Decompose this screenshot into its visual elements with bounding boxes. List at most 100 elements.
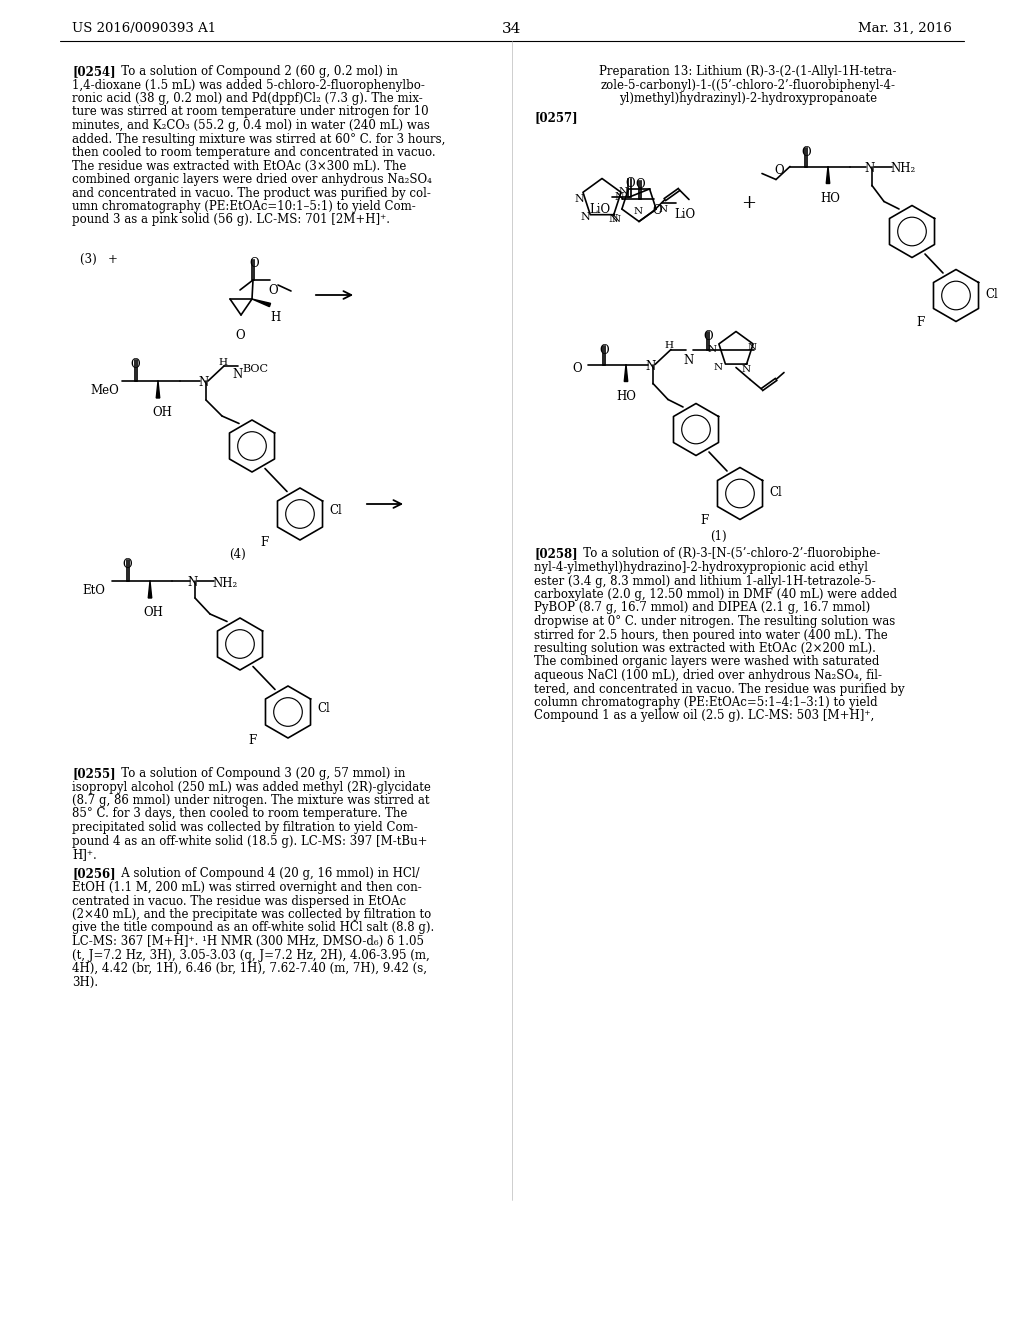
Text: LC-MS: 367 [M+H]⁺. ¹H NMR (300 MHz, DMSO-d₆) δ 1.05: LC-MS: 367 [M+H]⁺. ¹H NMR (300 MHz, DMSO…: [72, 935, 424, 948]
Text: PyBOP (8.7 g, 16.7 mmol) and DIPEA (2.1 g, 16.7 mmol): PyBOP (8.7 g, 16.7 mmol) and DIPEA (2.1 …: [534, 602, 870, 615]
Text: 1,4-dioxane (1.5 mL) was added 5-chloro-2-fluorophenylbo-: 1,4-dioxane (1.5 mL) was added 5-chloro-…: [72, 78, 425, 91]
Text: nyl-4-ylmethyl)hydrazino]-2-hydroxypropionic acid ethyl: nyl-4-ylmethyl)hydrazino]-2-hydroxypropi…: [534, 561, 868, 574]
Text: added. The resulting mixture was stirred at 60° C. for 3 hours,: added. The resulting mixture was stirred…: [72, 132, 445, 145]
Text: N: N: [608, 214, 617, 224]
Text: combined organic layers were dried over anhydrous Na₂SO₄: combined organic layers were dried over …: [72, 173, 432, 186]
Text: N: N: [187, 576, 198, 589]
Text: Cl: Cl: [329, 504, 342, 517]
Text: then cooled to room temperature and concentrated in vacuo.: then cooled to room temperature and conc…: [72, 147, 435, 158]
Text: OH: OH: [152, 407, 172, 418]
Text: A solution of Compound 4 (20 g, 16 mmol) in HCl/: A solution of Compound 4 (20 g, 16 mmol)…: [110, 867, 420, 880]
Text: O: O: [122, 558, 132, 572]
Text: [0256]: [0256]: [72, 867, 116, 880]
Text: NH₂: NH₂: [212, 577, 238, 590]
Text: F: F: [700, 513, 709, 527]
Text: N: N: [198, 376, 208, 389]
Text: O: O: [774, 164, 783, 177]
Text: +: +: [741, 194, 757, 211]
Text: (4): (4): [228, 548, 246, 561]
Text: zole-5-carbonyl)-1-((5’-chloro-2’-fluorobiphenyl-4-: zole-5-carbonyl)-1-((5’-chloro-2’-fluoro…: [600, 78, 896, 91]
Text: N: N: [580, 213, 590, 223]
Text: pound 4 as an off-white solid (18.5 g). LC-MS: 397 [M-tBu+: pound 4 as an off-white solid (18.5 g). …: [72, 834, 427, 847]
Text: N: N: [683, 354, 693, 367]
Text: precipitated solid was collected by filtration to yield Com-: precipitated solid was collected by filt…: [72, 821, 418, 834]
Text: minutes, and K₂CO₃ (55.2 g, 0.4 mol) in water (240 mL) was: minutes, and K₂CO₃ (55.2 g, 0.4 mol) in …: [72, 119, 430, 132]
Text: O: O: [635, 178, 645, 191]
Text: OH: OH: [143, 606, 163, 619]
Text: 34: 34: [503, 22, 521, 36]
Text: ester (3.4 g, 8.3 mmol) and lithium 1-allyl-1H-tetrazole-5-: ester (3.4 g, 8.3 mmol) and lithium 1-al…: [534, 574, 876, 587]
Text: N: N: [614, 193, 624, 202]
Text: (t, J=7.2 Hz, 3H), 3.05-3.03 (q, J=7.2 Hz, 2H), 4.06-3.95 (m,: (t, J=7.2 Hz, 3H), 3.05-3.03 (q, J=7.2 H…: [72, 949, 430, 961]
Text: O: O: [234, 329, 245, 342]
Text: column chromatography (PE:EtOAc=5:1–4:1–3:1) to yield: column chromatography (PE:EtOAc=5:1–4:1–…: [534, 696, 878, 709]
Text: H: H: [270, 312, 281, 323]
Text: centrated in vacuo. The residue was dispersed in EtOAc: centrated in vacuo. The residue was disp…: [72, 895, 407, 908]
Text: H]⁺.: H]⁺.: [72, 847, 96, 861]
Text: NH₂: NH₂: [890, 162, 915, 176]
Text: O: O: [599, 343, 608, 356]
Text: carboxylate (2.0 g, 12.50 mmol) in DMF (40 mL) were added: carboxylate (2.0 g, 12.50 mmol) in DMF (…: [534, 587, 897, 601]
Text: EtO: EtO: [82, 583, 104, 597]
Text: Cl: Cl: [985, 288, 997, 301]
Text: O: O: [130, 358, 139, 371]
Text: HO: HO: [820, 191, 840, 205]
Text: LiO: LiO: [590, 203, 610, 216]
Text: (2×40 mL), and the precipitate was collected by filtration to: (2×40 mL), and the precipitate was colle…: [72, 908, 431, 921]
Polygon shape: [252, 300, 270, 306]
Text: aqueous NaCl (100 mL), dried over anhydrous Na₂SO₄, fil-: aqueous NaCl (100 mL), dried over anhydr…: [534, 669, 882, 682]
Text: (8.7 g, 86 mmol) under nitrogen. The mixture was stirred at: (8.7 g, 86 mmol) under nitrogen. The mix…: [72, 795, 429, 807]
Text: O: O: [268, 284, 278, 297]
Text: resulting solution was extracted with EtOAc (2×200 mL).: resulting solution was extracted with Et…: [534, 642, 876, 655]
Text: N: N: [574, 194, 584, 205]
Text: To a solution of Compound 3 (20 g, 57 mmol) in: To a solution of Compound 3 (20 g, 57 mm…: [110, 767, 406, 780]
Text: 3H).: 3H).: [72, 975, 98, 989]
Text: N: N: [634, 206, 643, 215]
Text: Cl: Cl: [317, 702, 330, 715]
Text: Preparation 13: Lithium (R)-3-(2-(1-Allyl-1H-tetra-: Preparation 13: Lithium (R)-3-(2-(1-Ally…: [599, 65, 897, 78]
Text: isopropyl alcohol (250 mL) was added methyl (2R)-glycidate: isopropyl alcohol (250 mL) was added met…: [72, 780, 431, 793]
Text: N: N: [645, 359, 655, 372]
Text: (3)   +: (3) +: [80, 253, 118, 267]
Text: N: N: [618, 187, 628, 195]
Text: O: O: [801, 145, 811, 158]
Text: US 2016/0090393 A1: US 2016/0090393 A1: [72, 22, 216, 36]
Text: dropwise at 0° C. under nitrogen. The resulting solution was: dropwise at 0° C. under nitrogen. The re…: [534, 615, 895, 628]
Text: give the title compound as an off-white solid HCl salt (8.8 g).: give the title compound as an off-white …: [72, 921, 434, 935]
Text: H: H: [664, 342, 673, 351]
Text: [0258]: [0258]: [534, 548, 578, 561]
Text: ronic acid (38 g, 0.2 mol) and Pd(dppf)Cl₂ (7.3 g). The mix-: ronic acid (38 g, 0.2 mol) and Pd(dppf)C…: [72, 92, 423, 106]
Text: F: F: [248, 734, 256, 747]
Text: To a solution of Compound 2 (60 g, 0.2 mol) in: To a solution of Compound 2 (60 g, 0.2 m…: [110, 65, 398, 78]
Text: Cl: Cl: [769, 486, 781, 499]
Text: N: N: [864, 161, 874, 174]
Text: O: O: [703, 330, 713, 342]
Polygon shape: [826, 166, 829, 183]
Text: The residue was extracted with EtOAc (3×300 mL). The: The residue was extracted with EtOAc (3×…: [72, 160, 407, 173]
Polygon shape: [148, 581, 152, 598]
Text: H: H: [218, 358, 227, 367]
Text: 4H), 4.42 (br, 1H), 6.46 (br, 1H), 7.62-7.40 (m, 7H), 9.42 (s,: 4H), 4.42 (br, 1H), 6.46 (br, 1H), 7.62-…: [72, 962, 427, 975]
Text: yl)methyl)hydrazinyl)-2-hydroxypropanoate: yl)methyl)hydrazinyl)-2-hydroxypropanoat…: [618, 92, 878, 106]
Text: O: O: [572, 362, 582, 375]
Text: BOC: BOC: [242, 364, 268, 374]
Text: LiO: LiO: [674, 209, 695, 222]
Text: pound 3 as a pink solid (56 g). LC-MS: 701 [2M+H]⁺.: pound 3 as a pink solid (56 g). LC-MS: 7…: [72, 214, 390, 227]
Text: EtOH (1.1 M, 200 mL) was stirred overnight and then con-: EtOH (1.1 M, 200 mL) was stirred overnig…: [72, 880, 422, 894]
Text: To a solution of (R)-3-[N-(5’-chloro-2’-fluorobiphe-: To a solution of (R)-3-[N-(5’-chloro-2’-…: [572, 548, 881, 561]
Text: [0254]: [0254]: [72, 65, 116, 78]
Text: [0255]: [0255]: [72, 767, 116, 780]
Text: HO: HO: [616, 389, 636, 403]
Text: F: F: [260, 536, 268, 549]
Text: Compound 1 as a yellow oil (2.5 g). LC-MS: 503 [M+H]⁺,: Compound 1 as a yellow oil (2.5 g). LC-M…: [534, 710, 874, 722]
Text: MeO: MeO: [90, 384, 119, 397]
Polygon shape: [157, 381, 160, 399]
Text: O: O: [249, 257, 259, 271]
Polygon shape: [625, 364, 628, 381]
Text: (1): (1): [710, 529, 726, 543]
Text: stirred for 2.5 hours, then poured into water (400 mL). The: stirred for 2.5 hours, then poured into …: [534, 628, 888, 642]
Text: 85° C. for 3 days, then cooled to room temperature. The: 85° C. for 3 days, then cooled to room t…: [72, 808, 408, 821]
Text: and concentrated in vacuo. The product was purified by col-: and concentrated in vacuo. The product w…: [72, 186, 431, 199]
Text: N: N: [232, 368, 243, 381]
Text: N: N: [748, 343, 757, 352]
